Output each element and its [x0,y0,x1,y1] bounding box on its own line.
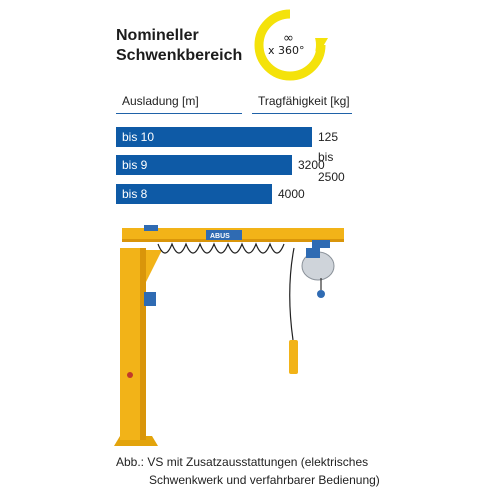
hook-block [317,290,325,298]
caption-line-1: Abb.: VS mit Zusatzausstattungen (elektr… [116,455,369,469]
reach-bar: bis 9 [116,155,292,175]
pendant-control [289,340,298,374]
infinity-symbol: ∞ [283,31,294,46]
jib-crane-illustration: ABUS [114,225,344,446]
trolley [312,240,330,248]
capacity-value: 4000 [278,187,305,201]
column-header-reach: Ausladung [m] [116,94,242,114]
festoon-cable [157,242,285,254]
reach-bar: bis 10 [116,127,312,147]
column-header-capacity: Tragfähigkeit [kg] [252,94,352,114]
rotation-arrow-icon [254,9,328,81]
figure-caption: Abb.: VS mit Zusatzausstattungen (elektr… [116,453,496,489]
brand-plate [206,230,242,240]
caption-line-2: Schwenkwerk und verfahrbarer Bedienung) [149,473,380,487]
title-line-2: Schwenkbereich [116,47,243,64]
capacity-value: 125 bis 2500 [318,130,345,184]
brand-label: ABUS [210,233,230,240]
swing-angle-label: x 360° [268,44,305,57]
page-title: Nomineller Schwenkbereich [116,26,266,66]
reach-bar: bis 8 [116,184,272,204]
swing-range-icon: ∞ x 360° [252,8,328,84]
capacity-value: 3200 [298,158,325,172]
slewing-drive [144,292,156,306]
pillar-indicator [127,372,133,378]
title-line-1: Nomineller [116,27,199,44]
